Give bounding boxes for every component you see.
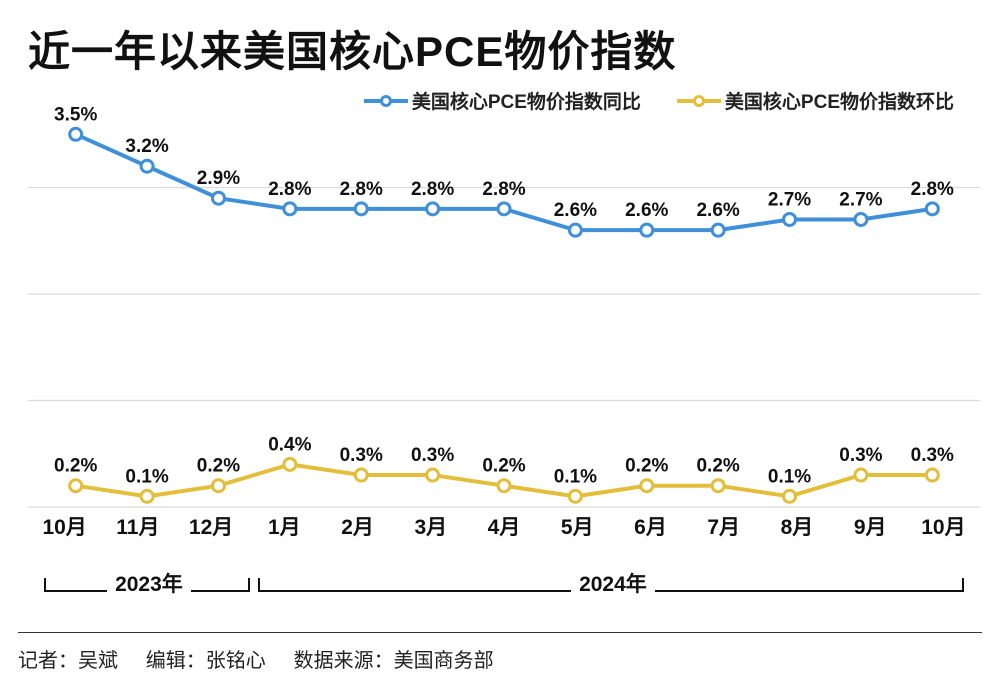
footer-divider (18, 632, 982, 633)
svg-text:0.2%: 0.2% (482, 456, 525, 477)
svg-text:3.5%: 3.5% (54, 105, 97, 125)
x-axis-month: 1月 (248, 511, 321, 543)
svg-text:2.8%: 2.8% (411, 179, 454, 200)
x-axis-month: 10月 (907, 511, 980, 543)
chart-svg: 0.2% 0.1% 0.2% 0.4% 0.3% 0.3% 0.2% 0.1% 0.2% 0.2%… (28, 105, 980, 543)
x-axis-month: 2月 (321, 511, 394, 543)
x-axis-month: 4月 (467, 511, 540, 543)
svg-text:2.9%: 2.9% (197, 168, 240, 189)
year-bracket-label: 2023年 (107, 568, 191, 598)
svg-text:2.6%: 2.6% (696, 200, 739, 221)
svg-text:0.3%: 0.3% (411, 445, 454, 466)
chart-title: 近一年以来美国核心PCE物价指数 (0, 0, 1000, 79)
svg-text:2.8%: 2.8% (911, 179, 954, 200)
x-axis-month: 3月 (394, 511, 467, 543)
chart-area: 0.2% 0.1% 0.2% 0.4% 0.3% 0.3% 0.2% 0.1% 0.2% 0.2%… (28, 105, 980, 543)
x-axis-month: 8月 (760, 511, 833, 543)
x-axis-month: 6月 (614, 511, 687, 543)
x-axis-labels: 10月11月12月1月2月3月4月5月6月7月8月9月10月 (28, 511, 980, 543)
year-bracket-label: 2024年 (571, 568, 655, 598)
svg-text:2.6%: 2.6% (554, 200, 597, 221)
svg-text:0.3%: 0.3% (911, 445, 954, 466)
svg-text:0.2%: 0.2% (625, 456, 668, 477)
svg-text:0.1%: 0.1% (554, 466, 597, 487)
x-axis-month: 11月 (101, 511, 174, 543)
year-brackets: 2023年2024年 (28, 574, 980, 616)
svg-text:0.2%: 0.2% (54, 456, 97, 477)
svg-text:2.8%: 2.8% (482, 179, 525, 200)
source-prefix: 数据来源： (294, 650, 394, 672)
svg-text:0.3%: 0.3% (340, 445, 383, 466)
svg-text:0.2%: 0.2% (696, 456, 739, 477)
footer-credits: 记者：吴斌 编辑：张铭心 数据来源：美国商务部 (18, 644, 494, 673)
svg-text:0.3%: 0.3% (839, 445, 882, 466)
svg-text:2.8%: 2.8% (340, 179, 383, 200)
svg-text:0.1%: 0.1% (768, 466, 811, 487)
reporter-name: 吴斌 (78, 650, 118, 672)
svg-text:0.1%: 0.1% (125, 466, 168, 487)
x-axis-month: 5月 (541, 511, 614, 543)
editor-prefix: 编辑： (146, 650, 206, 672)
x-axis-month: 7月 (687, 511, 760, 543)
svg-text:3.2%: 3.2% (125, 136, 168, 157)
svg-text:2.7%: 2.7% (768, 189, 811, 210)
svg-text:2.8%: 2.8% (268, 179, 311, 200)
x-axis-month: 10月 (28, 511, 101, 543)
source-name: 美国商务部 (394, 650, 494, 672)
reporter-prefix: 记者： (18, 650, 78, 672)
x-axis-month: 9月 (834, 511, 907, 543)
x-axis-month: 12月 (174, 511, 247, 543)
svg-text:2.7%: 2.7% (839, 189, 882, 210)
svg-text:0.4%: 0.4% (268, 434, 311, 455)
editor-name: 张铭心 (206, 650, 266, 672)
svg-text:0.2%: 0.2% (197, 456, 240, 477)
svg-text:2.6%: 2.6% (625, 200, 668, 221)
